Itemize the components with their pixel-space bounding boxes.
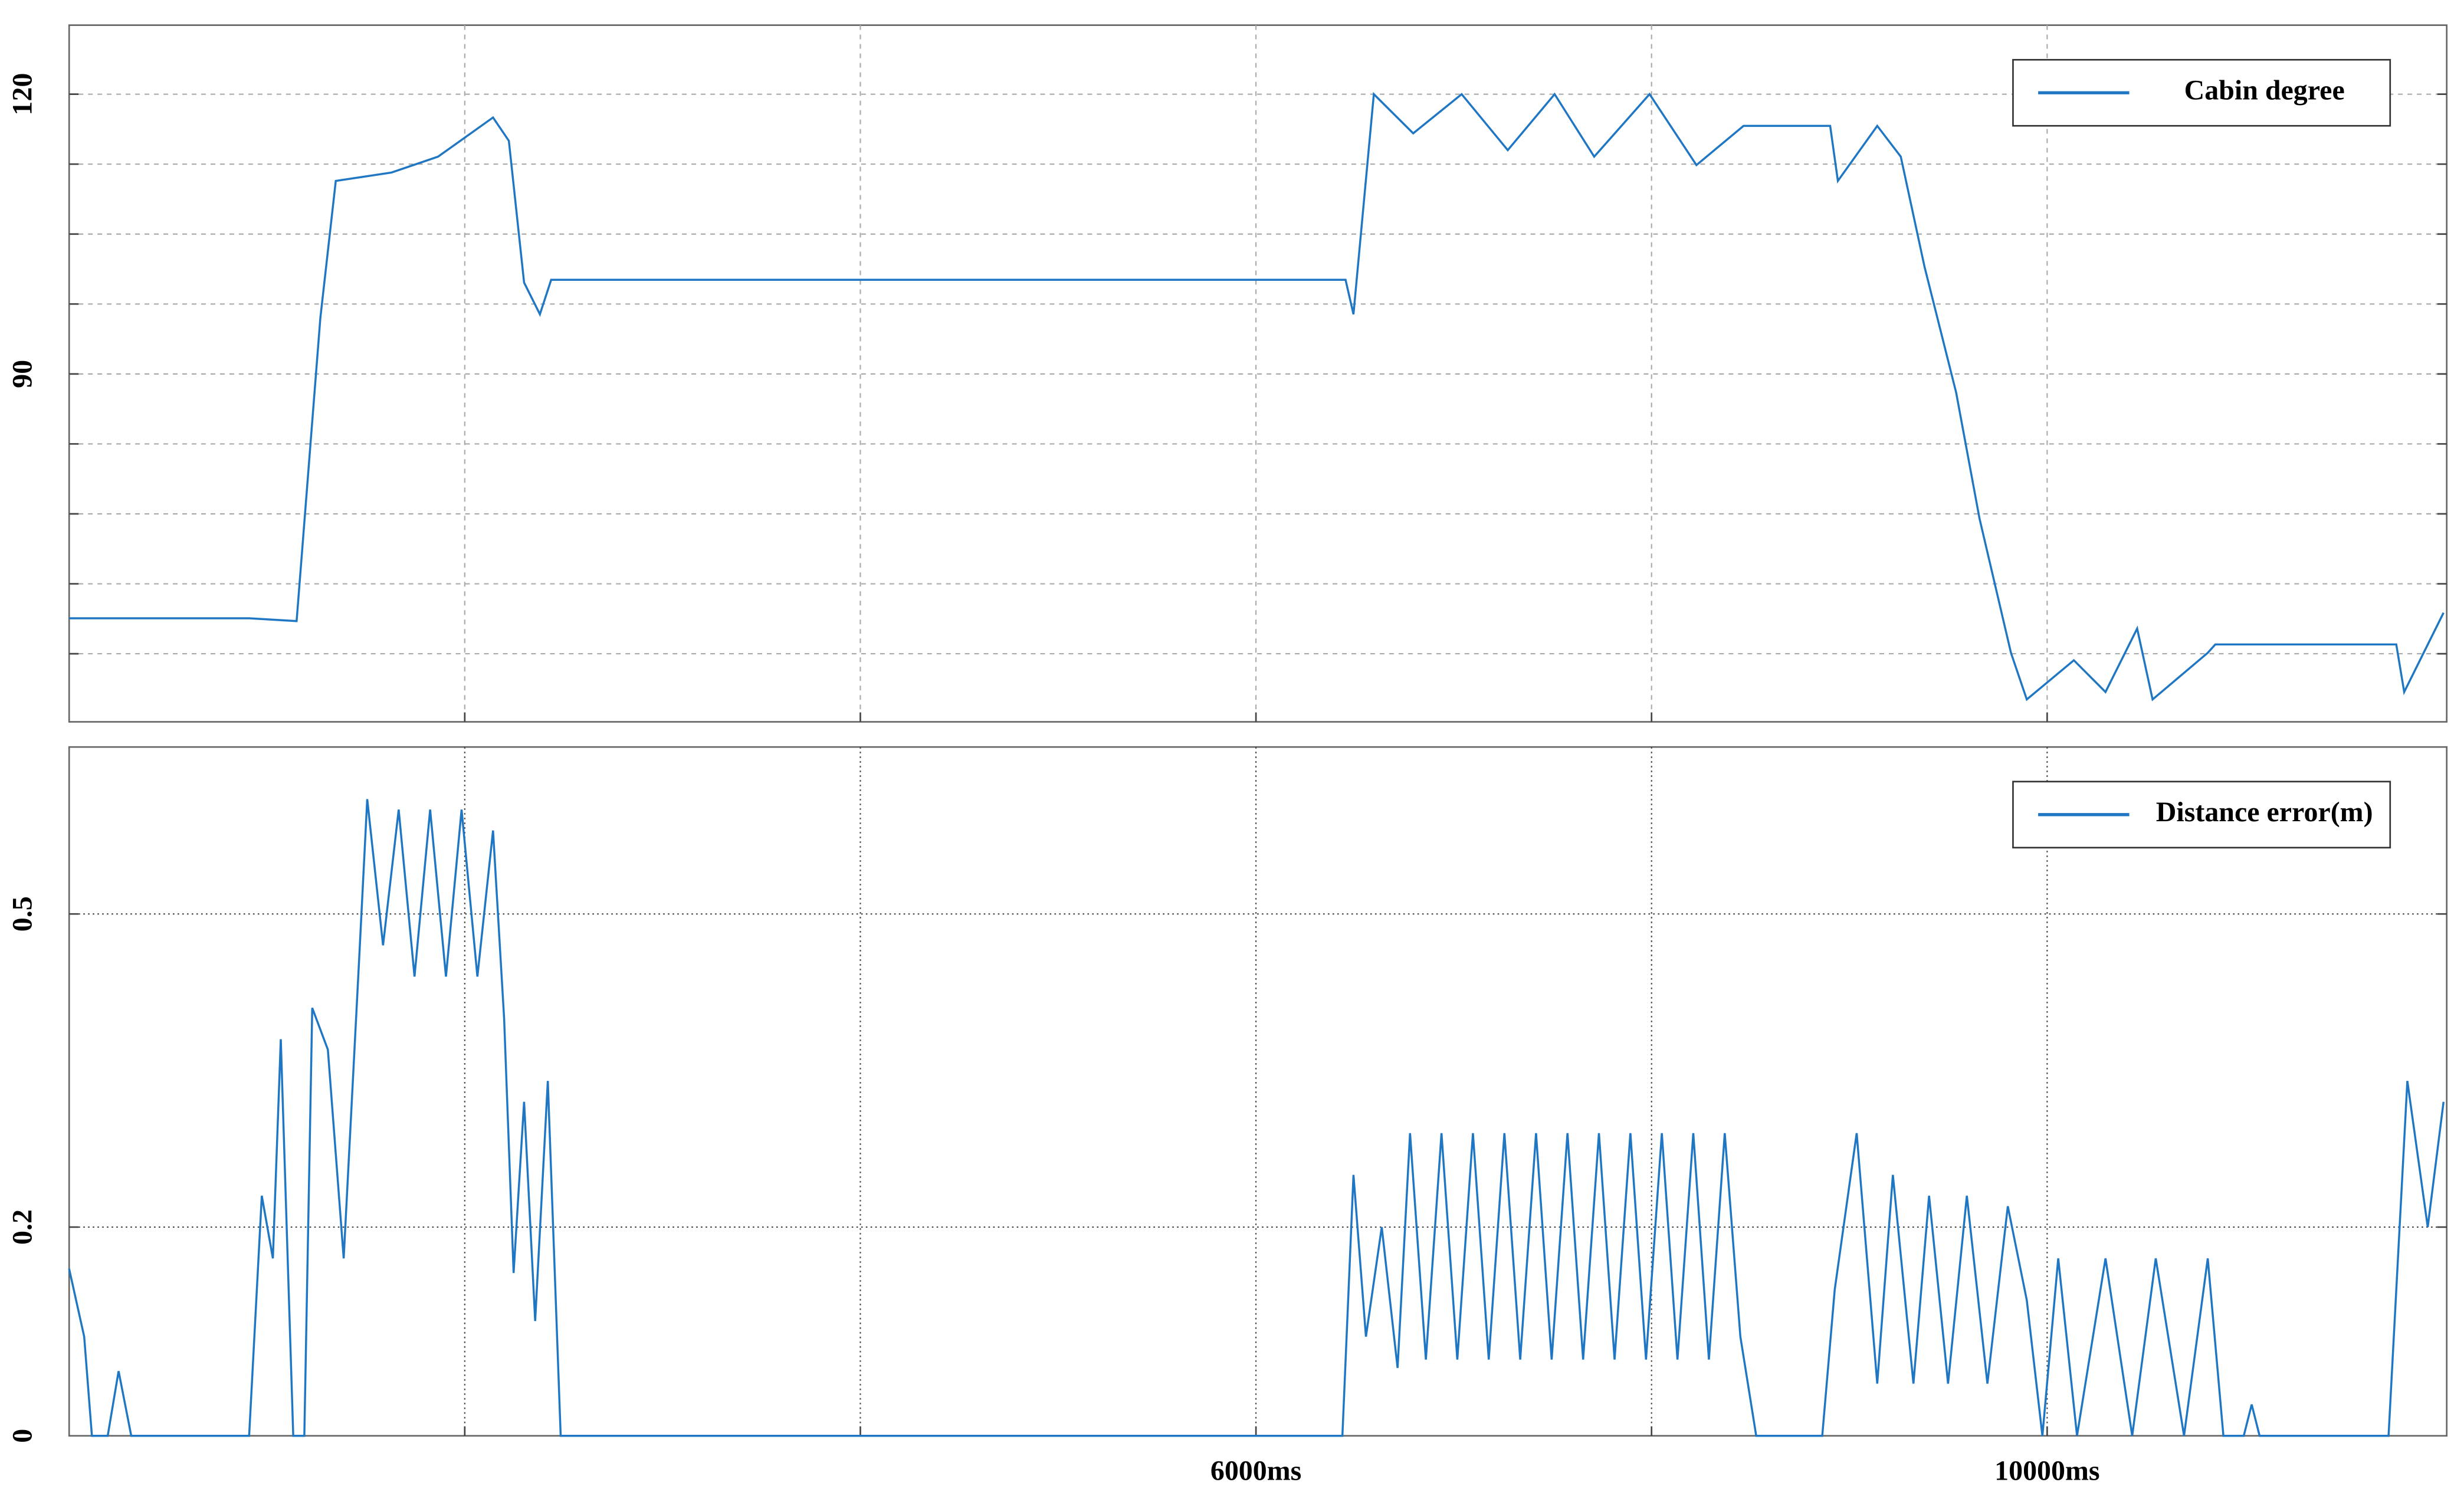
x-tick-label: 10000ms: [1994, 1455, 2099, 1487]
legend-label: Distance error(m): [2156, 796, 2373, 828]
y-tick-label: 90: [7, 360, 38, 388]
y-tick-label: 0.5: [7, 896, 38, 932]
y-tick-label: 0: [7, 1429, 38, 1443]
plot-area: [68, 746, 2448, 1437]
data-line: [68, 799, 2445, 1437]
data-line: [69, 91, 2445, 701]
legend-label: Cabin degree: [2184, 74, 2345, 106]
x-tick-label: 6000ms: [1210, 1455, 1301, 1487]
y-tick-label: 120: [7, 73, 38, 116]
y-tick-label: 0.2: [7, 1209, 38, 1245]
